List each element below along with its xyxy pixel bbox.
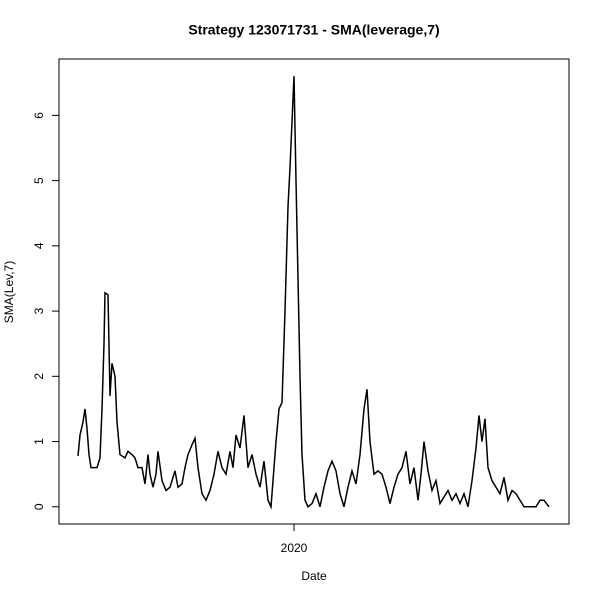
y-tick-label: 0 <box>32 503 46 510</box>
y-tick-label: 5 <box>32 177 46 184</box>
y-tick-label: 1 <box>32 438 46 445</box>
y-tick-label: 6 <box>32 112 46 119</box>
y-tick-label: 3 <box>32 307 46 314</box>
x-axis-label: Date <box>301 569 327 583</box>
chart-title: Strategy 123071731 - SMA(leverage,7) <box>188 22 439 38</box>
y-tick-label: 2 <box>32 373 46 380</box>
series-line <box>77 76 550 510</box>
x-tick-label: 2020 <box>281 541 308 555</box>
y-axis-label: SMA(Lev,7) <box>2 261 16 323</box>
plot-box <box>58 58 570 525</box>
y-tick-label: 4 <box>32 242 46 249</box>
